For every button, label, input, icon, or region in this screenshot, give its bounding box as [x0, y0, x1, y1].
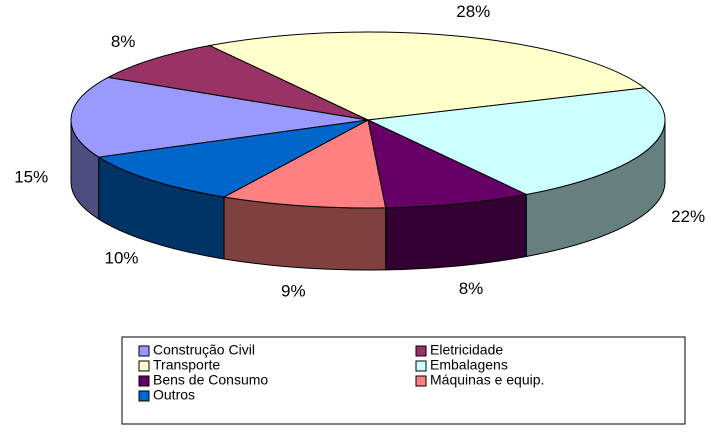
- slice: [208, 31, 646, 121]
- slice: [367, 119, 528, 209]
- legend-swatch: [138, 360, 150, 372]
- slice: [97, 119, 369, 198]
- legend-label: Outros: [153, 387, 195, 403]
- legend-box: [121, 336, 686, 425]
- data-label: 8%: [111, 32, 136, 51]
- slice: [366, 87, 666, 195]
- data-label: 8%: [459, 279, 484, 298]
- legend-label: Embalagens: [430, 357, 508, 373]
- legend-swatch: [138, 375, 150, 387]
- legend-swatch: [415, 345, 427, 357]
- legend-swatch: [138, 345, 150, 357]
- legend-label: Eletricidade: [430, 342, 503, 358]
- legend-swatch: [415, 375, 427, 387]
- data-label: 9%: [281, 282, 306, 301]
- slice: [70, 76, 369, 158]
- legend-swatch: [138, 390, 150, 402]
- data-label: 15%: [14, 168, 48, 187]
- data-label: 10%: [105, 249, 139, 268]
- legend-label: Máquinas e equip.: [430, 372, 544, 388]
- legend-label: Bens de Consumo: [153, 372, 268, 388]
- data-label: 22%: [671, 207, 705, 226]
- slice: [106, 45, 369, 121]
- legend-swatch: [415, 360, 427, 372]
- data-label: 28%: [456, 2, 490, 21]
- legend-label: Transporte: [153, 357, 220, 373]
- slice: [222, 119, 387, 209]
- legend-label: Construção Civil: [153, 342, 255, 358]
